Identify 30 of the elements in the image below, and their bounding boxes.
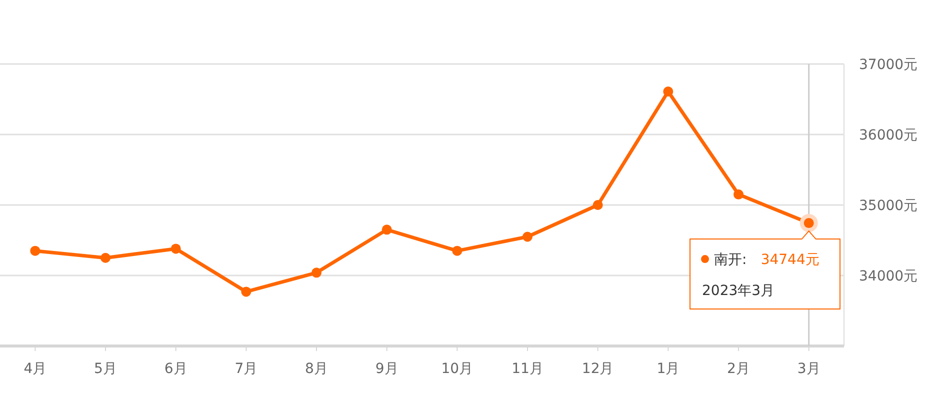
x-tick-label: 11月 <box>512 361 544 377</box>
point <box>522 232 532 242</box>
point <box>241 286 252 297</box>
y-tick-label: 34000元 <box>859 268 918 284</box>
point <box>382 224 392 235</box>
annotation: 2023年3月 <box>702 283 775 300</box>
x-tick-label: 8月 <box>305 361 328 377</box>
point <box>30 246 40 256</box>
point <box>592 200 603 210</box>
point <box>734 189 744 200</box>
x-tick-label: 9月 <box>375 361 398 377</box>
x-tick-label: 2月 <box>727 361 750 377</box>
point <box>663 86 674 96</box>
legend-label: 南开: <box>714 252 747 268</box>
x-tick-label: 4月 <box>24 361 47 377</box>
x-tick-label: 5月 <box>94 361 117 377</box>
y-tick-label: 35000元 <box>859 198 918 214</box>
data-label: 34744元 <box>760 252 820 268</box>
x-tick-label: 3月 <box>797 361 820 377</box>
point <box>170 244 181 254</box>
point <box>100 252 110 263</box>
x-tick-label: 10月 <box>441 361 474 377</box>
y-tick-label: 37000元 <box>859 57 918 73</box>
x-tick-label: 7月 <box>234 361 258 377</box>
point <box>452 246 462 256</box>
x-tick-label: 1月 <box>656 361 680 377</box>
point <box>312 268 322 278</box>
y-tick-label: 36000元 <box>859 128 918 144</box>
x-tick-label: 12月 <box>582 361 614 377</box>
x-tick-label: 6月 <box>164 361 188 377</box>
